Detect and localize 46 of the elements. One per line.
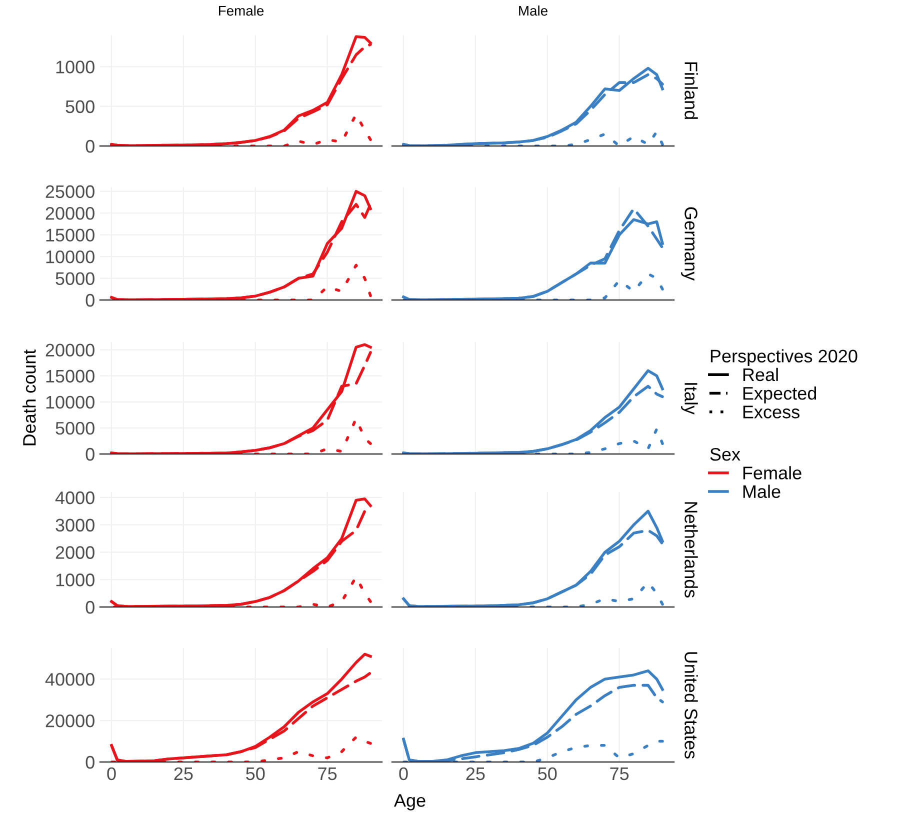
y-tick-label: 20000 [46,714,94,728]
y-tick-label: 500 [66,100,94,114]
x-tick-label: 25 [466,767,485,780]
y-tick-label: 1000 [56,60,94,74]
text: Real [743,368,778,382]
x-axis-title: Age [394,794,426,810]
legend-title: Perspectives 2020 [710,349,858,366]
y-tick-label: 40000 [45,673,94,686]
y2-axis-title: Germany [681,207,698,281]
y-axis-title: Death count [22,349,36,446]
chart-title: Female [218,5,264,16]
x-tick-label: 75 [318,768,337,780]
x-tick-label: 25 [174,767,193,780]
y-tick-label: 1000 [56,574,94,586]
x-tick-label: 0 [107,767,116,780]
y2-axis-title: Netherlands [684,502,698,598]
y-tick-label: 0 [86,140,94,153]
x-tick-label: 50 [246,767,265,780]
y-tick-label: 3000 [56,518,94,532]
text: Expected [743,386,816,404]
y2-axis-title: Italy [681,383,698,415]
x-tick-label: 50 [538,767,557,780]
y-tick-label: 20000 [46,344,94,357]
y-tick-label: 10000 [46,396,94,409]
x-tick-label: 0 [399,767,408,780]
y-tick-label: 15000 [46,228,94,242]
y-tick-label: 0 [86,448,94,461]
y-tick-label: 0 [86,600,94,614]
chart-title: Male [743,484,780,498]
chart-title: Female [743,466,802,480]
y-tick-label: 15000 [46,370,94,383]
chart-title: Male [519,5,548,16]
y2-axis-title: United States [684,652,698,759]
y-tick-label: 5000 [56,272,94,285]
y-tick-label: 0 [86,294,94,307]
x-tick-label: 75 [610,768,629,780]
y-tick-label: 20000 [46,207,94,220]
y-tick-label: 5000 [56,422,94,435]
y-tick-label: 10000 [46,250,94,264]
y2-axis-title: Finland [684,62,698,119]
legend-title: Sex [710,448,740,461]
y-tick-label: 25000 [46,185,94,198]
y-tick-label: 2000 [56,546,94,559]
text: Excess [743,406,800,418]
y-tick-label: 4000 [55,491,94,504]
y-tick-label: 0 [86,756,94,769]
